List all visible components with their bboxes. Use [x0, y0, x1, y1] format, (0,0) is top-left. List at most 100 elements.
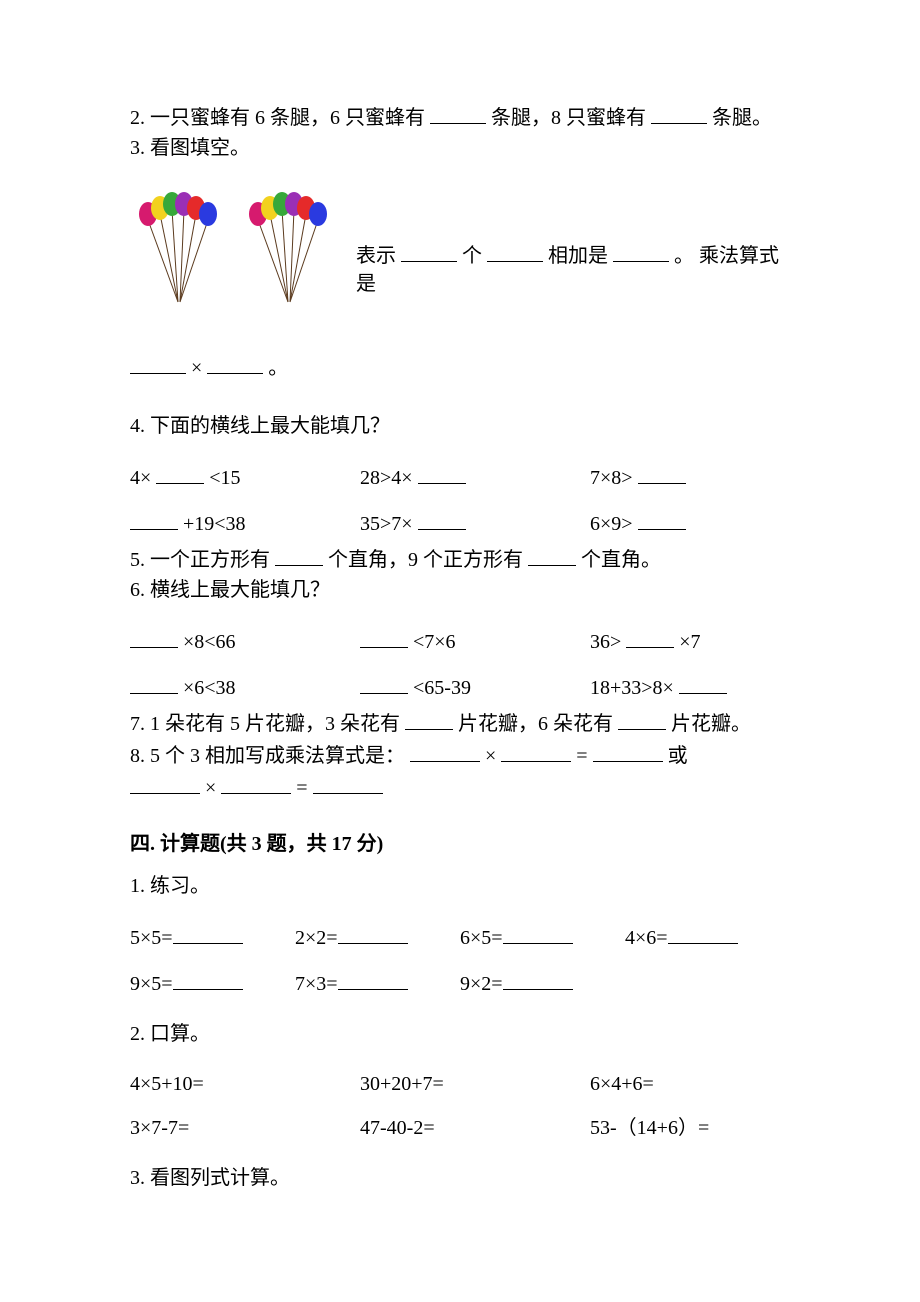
q6-r1c2-b: <7×6 [413, 631, 456, 653]
q4-r1c2-blank[interactable] [418, 462, 466, 484]
q3-title: 3. 看图填空。 [130, 134, 790, 162]
q3-equation: × 。 [130, 352, 790, 382]
q4-r2c3-blank[interactable] [638, 508, 686, 530]
q6-r1c1-blank[interactable] [130, 626, 178, 648]
q6-row2: ×6<38 <65-39 18+33>8× [130, 672, 790, 702]
q4-r2c1-b: +19<38 [183, 513, 246, 535]
q5-b: 个直角，9 个正方形有 [328, 549, 523, 571]
q6-r2c3-a: 18+33>8× [590, 677, 674, 699]
q2-text-a: 2. 一只蜜蜂有 6 条腿，6 只蜜蜂有 [130, 107, 425, 129]
q7-blank-1[interactable] [405, 708, 453, 730]
q3-text-a: 表示 [356, 245, 396, 267]
q4-r2c2-a: 35>7× [360, 513, 413, 535]
q4-row2: +19<38 35>7× 6×9> [130, 508, 790, 538]
s4-p1-r2-0-blank[interactable] [173, 968, 243, 990]
s4-p1-r1-0-blank[interactable] [173, 922, 243, 944]
q4-r2c1-blank[interactable] [130, 508, 178, 530]
q6-r1c1-b: ×8<66 [183, 631, 236, 653]
q8-or: 或 [668, 745, 688, 767]
s4-p1-title: 1. 练习。 [130, 872, 790, 900]
q8-line2: × = [130, 772, 790, 802]
q2-line: 2. 一只蜜蜂有 6 条腿，6 只蜜蜂有 条腿，8 只蜜蜂有 条腿。 [130, 102, 790, 132]
q6-r2c1-b: ×6<38 [183, 677, 236, 699]
q8-a: 8. 5 个 3 相加写成乘法算式是： [130, 745, 405, 767]
s4-p2-r2-2: 53-（14+6）= [590, 1117, 709, 1139]
q3-blank-5[interactable] [207, 352, 263, 374]
q8-blank-3[interactable] [593, 740, 663, 762]
s4-p1-row1: 5×5= 2×2= 6×5= 4×6= [130, 922, 790, 952]
q4-r1c1-blank[interactable] [156, 462, 204, 484]
s4-p2-r1-1: 30+20+7= [360, 1073, 444, 1095]
section4-title: 四. 计算题(共 3 题，共 17 分) [130, 830, 790, 858]
q4-r1c3-a: 7×8> [590, 467, 633, 489]
s4-p2-r2-0: 3×7-7= [130, 1117, 189, 1139]
s4-p1-r1-2: 6×5= [460, 927, 503, 949]
s4-p1-r1-2-blank[interactable] [503, 922, 573, 944]
s4-p1-row2: 9×5= 7×3= 9×2= [130, 968, 790, 998]
q6-row1: ×8<66 <7×6 36> ×7 [130, 626, 790, 656]
q8-mul-2: × [205, 777, 216, 799]
q3-blank-4[interactable] [130, 352, 186, 374]
s4-p1-r1-3-blank[interactable] [668, 922, 738, 944]
s4-p1-r2-1: 7×3= [295, 973, 338, 995]
s4-p2-r1-2: 6×4+6= [590, 1073, 654, 1095]
q8-blank-2[interactable] [501, 740, 571, 762]
q6-title: 6. 横线上最大能填几？ [130, 576, 790, 604]
q3-blank-2[interactable] [487, 240, 543, 262]
q5-a: 5. 一个正方形有 [130, 549, 270, 571]
q7-b: 片花瓣，6 朵花有 [458, 713, 613, 735]
s4-p1-r1-1-blank[interactable] [338, 922, 408, 944]
q4-title: 4. 下面的横线上最大能填几？ [130, 412, 790, 440]
s4-p1-r2-2-blank[interactable] [503, 968, 573, 990]
s4-p2-title: 2. 口算。 [130, 1020, 790, 1048]
q4-r1c2-a: 28>4× [360, 467, 413, 489]
s4-p1-r2-0: 9×5= [130, 973, 173, 995]
q6-r2c1-blank[interactable] [130, 672, 178, 694]
s4-p1-r2-2: 9×2= [460, 973, 503, 995]
q7-blank-2[interactable] [618, 708, 666, 730]
q8-blank-6[interactable] [313, 772, 383, 794]
q8-mul-1: × [485, 745, 496, 767]
q4-r1c1-a: 4× [130, 467, 151, 489]
q8-blank-1[interactable] [410, 740, 480, 762]
q2-blank-2[interactable] [651, 102, 707, 124]
q5-blank-2[interactable] [528, 544, 576, 566]
q8-blank-5[interactable] [221, 772, 291, 794]
q3-blank-3[interactable] [613, 240, 669, 262]
q6-r1c3-b: ×7 [679, 631, 700, 653]
q5-blank-1[interactable] [275, 544, 323, 566]
q7-a: 7. 1 朵花有 5 片花瓣，3 朵花有 [130, 713, 400, 735]
q3-mul: × [191, 357, 202, 379]
q7-line: 7. 1 朵花有 5 片花瓣，3 朵花有 片花瓣，6 朵花有 片花瓣。 [130, 708, 790, 738]
q2-blank-1[interactable] [430, 102, 486, 124]
q6-r1c3-blank[interactable] [626, 626, 674, 648]
q6-r1c2-blank[interactable] [360, 626, 408, 648]
balloon-bunch-2 [240, 192, 340, 312]
s4-p1-r2-1-blank[interactable] [338, 968, 408, 990]
q3-end: 。 [268, 357, 288, 379]
q4-r2c3-a: 6×9> [590, 513, 633, 535]
q8-blank-4[interactable] [130, 772, 200, 794]
q8-eq-2: = [296, 777, 307, 799]
s4-p2-r1-0: 4×5+10= [130, 1073, 204, 1095]
q6-r2c3-blank[interactable] [679, 672, 727, 694]
s4-p2-row2: 3×7-7= 47-40-2= 53-（14+6）= [130, 1114, 790, 1142]
q8-line1: 8. 5 个 3 相加写成乘法算式是： × = 或 [130, 740, 790, 770]
s4-p3-title: 3. 看图列式计算。 [130, 1164, 790, 1192]
q6-r2c2-b: <65-39 [413, 677, 471, 699]
q5-c: 个直角。 [581, 549, 661, 571]
q3-text-b: 个 [462, 245, 482, 267]
q7-c: 片花瓣。 [671, 713, 751, 735]
q6-r2c2-blank[interactable] [360, 672, 408, 694]
q4-r1c1-b: <15 [209, 467, 240, 489]
q3-blank-1[interactable] [401, 240, 457, 262]
q3-figure-row: 表示 个 相加是 。 乘法算式是 [130, 192, 790, 312]
q2-text-b: 条腿，8 只蜜蜂有 [491, 107, 646, 129]
s4-p1-r1-3: 4×6= [625, 927, 668, 949]
q6-r1c3-a: 36> [590, 631, 621, 653]
s4-p1-r1-0: 5×5= [130, 927, 173, 949]
q4-r1c3-blank[interactable] [638, 462, 686, 484]
q3-text-c: 相加是 [548, 245, 608, 267]
q5-line: 5. 一个正方形有 个直角，9 个正方形有 个直角。 [130, 544, 790, 574]
q4-r2c2-blank[interactable] [418, 508, 466, 530]
